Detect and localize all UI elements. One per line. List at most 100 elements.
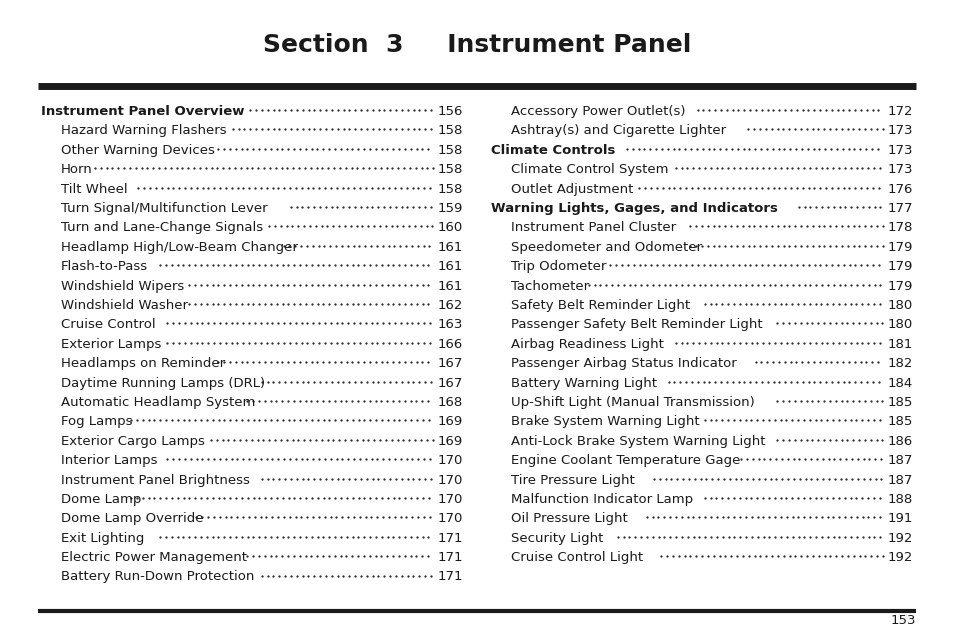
Text: 178: 178: [886, 221, 912, 234]
Text: 161: 161: [436, 260, 462, 273]
Text: 161: 161: [436, 280, 462, 293]
Text: Hazard Warning Flashers: Hazard Warning Flashers: [61, 125, 227, 137]
Text: 170: 170: [436, 454, 462, 467]
Text: Fog Lamps: Fog Lamps: [61, 415, 132, 428]
Text: Passenger Safety Belt Reminder Light: Passenger Safety Belt Reminder Light: [511, 319, 762, 331]
Text: 170: 170: [436, 513, 462, 525]
Text: Ashtray(s) and Cigarette Lighter: Ashtray(s) and Cigarette Lighter: [511, 125, 725, 137]
Text: Instrument Panel Cluster: Instrument Panel Cluster: [511, 221, 676, 234]
Text: Outlet Adjustment: Outlet Adjustment: [511, 183, 633, 195]
Text: 186: 186: [887, 435, 912, 448]
Text: Other Warning Devices: Other Warning Devices: [61, 144, 214, 156]
Text: Security Light: Security Light: [511, 532, 603, 544]
Text: 158: 158: [436, 163, 462, 176]
Text: Oil Pressure Light: Oil Pressure Light: [511, 513, 627, 525]
Text: 182: 182: [886, 357, 912, 370]
Text: Dome Lamp: Dome Lamp: [61, 493, 141, 506]
Text: Trip Odometer: Trip Odometer: [511, 260, 606, 273]
Text: Automatic Headlamp System: Automatic Headlamp System: [61, 396, 255, 409]
Text: 169: 169: [437, 435, 462, 448]
Text: 163: 163: [436, 319, 462, 331]
Text: Exterior Lamps: Exterior Lamps: [61, 338, 161, 350]
Text: Windshield Washer: Windshield Washer: [61, 299, 188, 312]
Text: 188: 188: [887, 493, 912, 506]
Text: Electric Power Management: Electric Power Management: [61, 551, 247, 564]
Text: 187: 187: [886, 473, 912, 487]
Text: 171: 171: [436, 570, 462, 583]
Text: 179: 179: [886, 280, 912, 293]
Text: Dome Lamp Override: Dome Lamp Override: [61, 513, 203, 525]
Text: Tire Pressure Light: Tire Pressure Light: [511, 473, 635, 487]
Text: 162: 162: [436, 299, 462, 312]
Text: 167: 167: [436, 357, 462, 370]
Text: Up-Shift Light (Manual Transmission): Up-Shift Light (Manual Transmission): [511, 396, 755, 409]
Text: 180: 180: [887, 299, 912, 312]
Text: 192: 192: [886, 532, 912, 544]
Text: 173: 173: [886, 125, 912, 137]
Text: Climate Control System: Climate Control System: [511, 163, 668, 176]
Text: 185: 185: [886, 396, 912, 409]
Text: Engine Coolant Temperature Gage: Engine Coolant Temperature Gage: [511, 454, 740, 467]
Text: 168: 168: [437, 396, 462, 409]
Text: Tilt Wheel: Tilt Wheel: [61, 183, 128, 195]
Text: Safety Belt Reminder Light: Safety Belt Reminder Light: [511, 299, 690, 312]
Text: 173: 173: [886, 144, 912, 156]
Text: 192: 192: [886, 551, 912, 564]
Text: 184: 184: [887, 377, 912, 389]
Text: 161: 161: [436, 241, 462, 254]
Text: 166: 166: [437, 338, 462, 350]
Text: 185: 185: [886, 415, 912, 428]
Text: 172: 172: [886, 105, 912, 118]
Text: 156: 156: [436, 105, 462, 118]
Text: 171: 171: [436, 551, 462, 564]
Text: Windshield Wipers: Windshield Wipers: [61, 280, 184, 293]
Text: 158: 158: [436, 144, 462, 156]
Text: 170: 170: [436, 493, 462, 506]
Text: Anti-Lock Brake System Warning Light: Anti-Lock Brake System Warning Light: [511, 435, 765, 448]
Text: Horn: Horn: [61, 163, 92, 176]
Text: Cruise Control: Cruise Control: [61, 319, 155, 331]
Text: 158: 158: [436, 125, 462, 137]
Text: Section  3     Instrument Panel: Section 3 Instrument Panel: [262, 32, 691, 57]
Text: 153: 153: [889, 614, 915, 626]
Text: Exit Lighting: Exit Lighting: [61, 532, 144, 544]
Text: 180: 180: [887, 319, 912, 331]
Text: 160: 160: [437, 221, 462, 234]
Text: Turn Signal/Multifunction Lever: Turn Signal/Multifunction Lever: [61, 202, 268, 215]
Text: Exterior Cargo Lamps: Exterior Cargo Lamps: [61, 435, 205, 448]
Text: Battery Warning Light: Battery Warning Light: [511, 377, 657, 389]
Text: 187: 187: [886, 454, 912, 467]
Text: 176: 176: [886, 183, 912, 195]
Text: 179: 179: [886, 241, 912, 254]
Text: Tachometer: Tachometer: [511, 280, 589, 293]
Text: 179: 179: [886, 260, 912, 273]
Text: Flash-to-Pass: Flash-to-Pass: [61, 260, 148, 273]
Text: Speedometer and Odometer: Speedometer and Odometer: [511, 241, 701, 254]
Text: Turn and Lane-Change Signals: Turn and Lane-Change Signals: [61, 221, 263, 234]
Text: 171: 171: [436, 532, 462, 544]
Text: Airbag Readiness Light: Airbag Readiness Light: [511, 338, 663, 350]
Text: Cruise Control Light: Cruise Control Light: [511, 551, 642, 564]
Text: 158: 158: [436, 183, 462, 195]
Text: Accessory Power Outlet(s): Accessory Power Outlet(s): [511, 105, 685, 118]
Text: Brake System Warning Light: Brake System Warning Light: [511, 415, 700, 428]
Text: 191: 191: [886, 513, 912, 525]
Text: 177: 177: [886, 202, 912, 215]
Text: 167: 167: [436, 377, 462, 389]
Text: Instrument Panel Overview: Instrument Panel Overview: [41, 105, 244, 118]
Text: 159: 159: [436, 202, 462, 215]
Text: Passenger Airbag Status Indicator: Passenger Airbag Status Indicator: [511, 357, 737, 370]
Text: Interior Lamps: Interior Lamps: [61, 454, 157, 467]
Text: Headlamp High/Low-Beam Changer: Headlamp High/Low-Beam Changer: [61, 241, 297, 254]
Text: Malfunction Indicator Lamp: Malfunction Indicator Lamp: [511, 493, 693, 506]
Text: Battery Run-Down Protection: Battery Run-Down Protection: [61, 570, 254, 583]
Text: Daytime Running Lamps (DRL): Daytime Running Lamps (DRL): [61, 377, 265, 389]
Text: Climate Controls: Climate Controls: [491, 144, 615, 156]
Text: 181: 181: [886, 338, 912, 350]
Text: Warning Lights, Gages, and Indicators: Warning Lights, Gages, and Indicators: [491, 202, 778, 215]
Text: 170: 170: [436, 473, 462, 487]
Text: 169: 169: [437, 415, 462, 428]
Text: 173: 173: [886, 163, 912, 176]
Text: Instrument Panel Brightness: Instrument Panel Brightness: [61, 473, 250, 487]
Text: Headlamps on Reminder: Headlamps on Reminder: [61, 357, 225, 370]
